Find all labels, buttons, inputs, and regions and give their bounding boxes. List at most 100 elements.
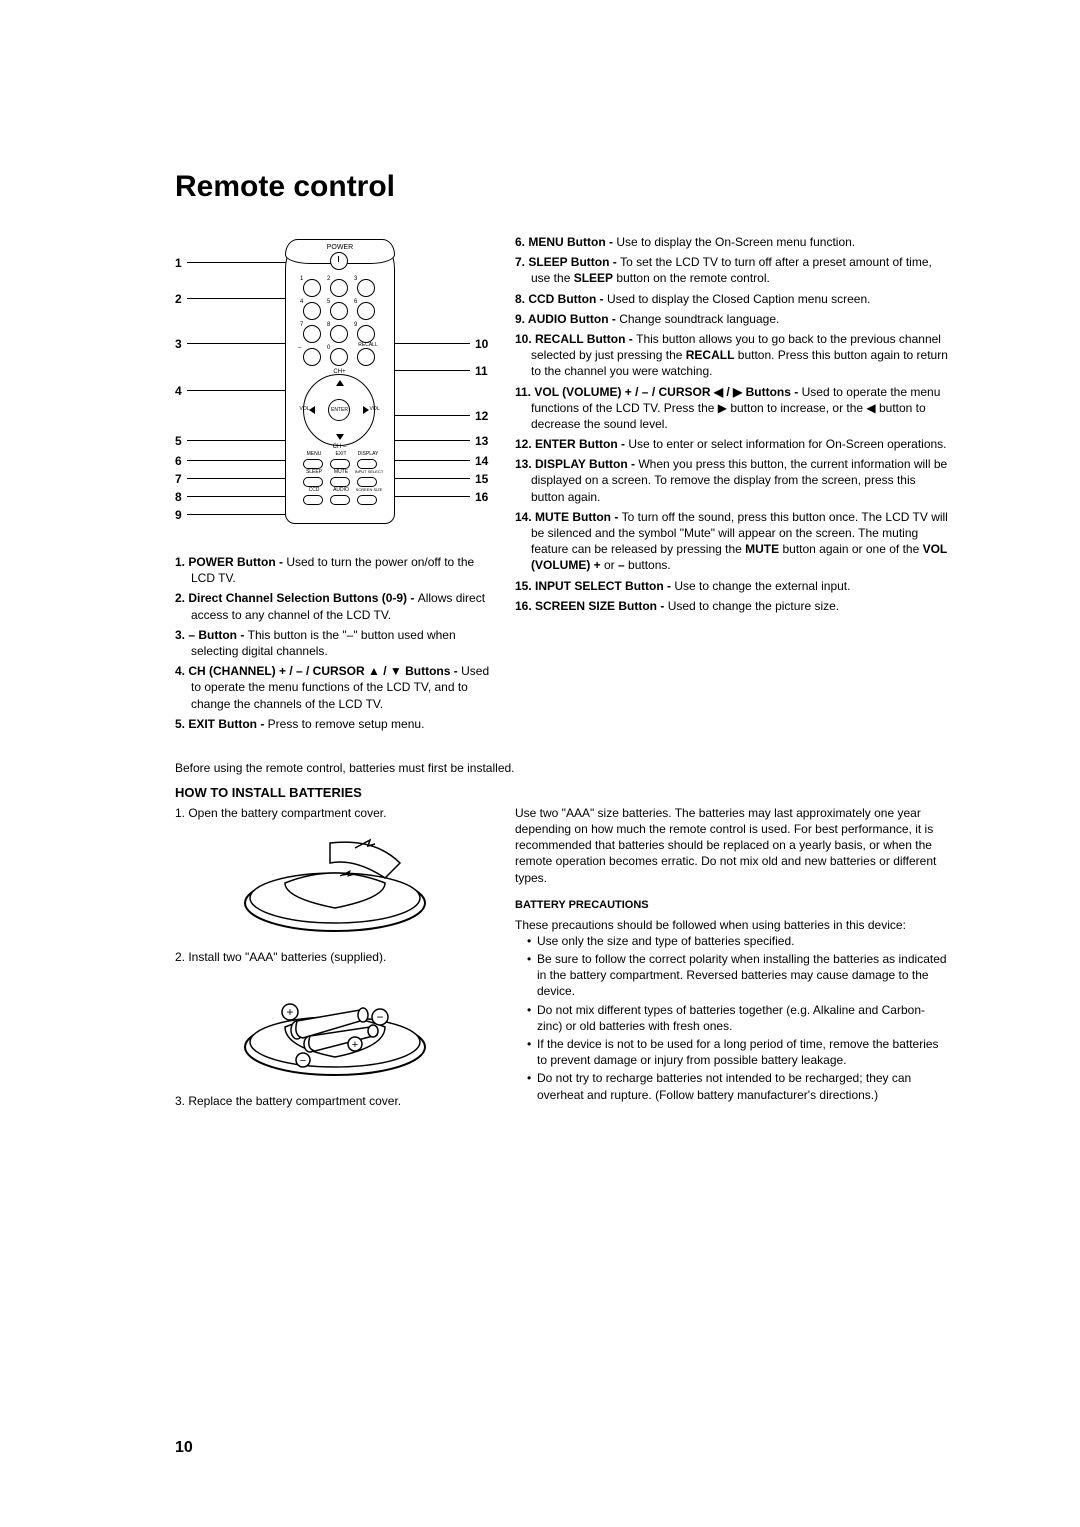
recall-label: RECALL bbox=[353, 342, 383, 348]
description-item: 12. ENTER Button - Use to enter or selec… bbox=[515, 436, 950, 452]
recall-button bbox=[357, 348, 375, 366]
precautions-intro: These precautions should be followed whe… bbox=[515, 917, 950, 933]
num-5 bbox=[330, 302, 348, 320]
exit-button bbox=[330, 459, 350, 469]
description-item: 6. MENU Button - Use to display the On-S… bbox=[515, 234, 950, 250]
callout-4: 4 bbox=[175, 384, 182, 398]
svg-text:−: − bbox=[300, 1055, 306, 1067]
callout-7: 7 bbox=[175, 472, 182, 486]
num-6 bbox=[357, 302, 375, 320]
description-item: 9. AUDIO Button - Change soundtrack lang… bbox=[515, 311, 950, 327]
display-button bbox=[357, 459, 377, 469]
callout-14: 14 bbox=[475, 454, 488, 468]
precautions-list: Use only the size and type of batteries … bbox=[515, 933, 950, 1103]
callout-3: 3 bbox=[175, 337, 182, 351]
mute-label: MUTE bbox=[327, 469, 355, 475]
power-label: POWER bbox=[325, 244, 355, 251]
callout-6: 6 bbox=[175, 454, 182, 468]
description-item: 2. Direct Channel Selection Buttons (0-9… bbox=[175, 590, 495, 622]
description-item: 16. SCREEN SIZE Button - Used to change … bbox=[515, 598, 950, 614]
install-right-text: Use two "AAA" size batteries. The batter… bbox=[515, 805, 950, 886]
sleep-button bbox=[303, 477, 323, 487]
audio-button bbox=[330, 495, 350, 505]
install-step-3: 3. Replace the battery compartment cover… bbox=[175, 1094, 495, 1108]
descriptions-right-column: 6. MENU Button - Use to display the On-S… bbox=[515, 234, 950, 736]
precaution-item: Use only the size and type of batteries … bbox=[527, 933, 950, 949]
num-2 bbox=[330, 279, 348, 297]
chplus-label: CH+ bbox=[327, 369, 352, 375]
arrow-right-icon bbox=[363, 406, 369, 414]
svg-text:+: + bbox=[286, 1005, 293, 1019]
top-section: 1 2 3 4 5 6 7 8 9 10 11 12 13 14 15 16 bbox=[175, 234, 950, 736]
description-item: 5. EXIT Button - Press to remove setup m… bbox=[175, 716, 495, 732]
install-left-column: HOW TO INSTALL BATTERIES 1. Open the bat… bbox=[175, 785, 495, 1116]
input-label: INPUT SELECT bbox=[352, 469, 386, 474]
vol-plus-label: VOL bbox=[367, 406, 382, 412]
install-right-column: Use two "AAA" size batteries. The batter… bbox=[515, 785, 950, 1116]
description-item: 13. DISPLAY Button - When you press this… bbox=[515, 456, 950, 505]
callout-5: 5 bbox=[175, 434, 182, 448]
num-8 bbox=[330, 325, 348, 343]
install-step-1: 1. Open the battery compartment cover. bbox=[175, 806, 495, 820]
remote-diagram-column: 1 2 3 4 5 6 7 8 9 10 11 12 13 14 15 16 bbox=[175, 234, 495, 736]
remote-diagram: 1 2 3 4 5 6 7 8 9 10 11 12 13 14 15 16 bbox=[175, 234, 495, 534]
page-number: 10 bbox=[175, 1439, 193, 1457]
svg-text:+: + bbox=[352, 1039, 358, 1051]
ccd-button bbox=[303, 495, 323, 505]
install-title: HOW TO INSTALL BATTERIES bbox=[175, 785, 495, 800]
svg-text:−: − bbox=[376, 1010, 383, 1024]
num-3 bbox=[357, 279, 375, 297]
screen-button bbox=[357, 495, 377, 505]
menu-button bbox=[303, 459, 323, 469]
menu-label: MENU bbox=[300, 451, 328, 457]
description-item: 8. CCD Button - Used to display the Clos… bbox=[515, 291, 950, 307]
illustration-open-cover bbox=[235, 828, 435, 938]
num-7 bbox=[303, 325, 321, 343]
num-4 bbox=[303, 302, 321, 320]
precaution-item: If the device is not to be used for a lo… bbox=[527, 1036, 950, 1068]
callout-15: 15 bbox=[475, 472, 488, 486]
description-item: 1. POWER Button - Used to turn the power… bbox=[175, 554, 495, 586]
arrow-left-icon bbox=[309, 406, 315, 414]
num-9 bbox=[357, 325, 375, 343]
precaution-item: Do not mix different types of batteries … bbox=[527, 1002, 950, 1034]
sleep-label: SLEEP bbox=[300, 469, 328, 475]
precaution-item: Be sure to follow the correct polarity w… bbox=[527, 951, 950, 1000]
before-using-text: Before using the remote control, batteri… bbox=[175, 761, 950, 775]
description-item: 7. SLEEP Button - To set the LCD TV to t… bbox=[515, 254, 950, 286]
description-item: 4. CH (CHANNEL) + / – / CURSOR ▲ / ▼ But… bbox=[175, 663, 495, 712]
callout-11: 11 bbox=[475, 364, 488, 378]
exit-label: EXIT bbox=[327, 451, 355, 457]
mute-button bbox=[330, 477, 350, 487]
input-button bbox=[357, 477, 377, 487]
callout-10: 10 bbox=[475, 337, 488, 351]
page-title: Remote control bbox=[175, 170, 950, 204]
ccd-label: CCD bbox=[300, 487, 328, 493]
callout-9: 9 bbox=[175, 508, 182, 522]
num-1 bbox=[303, 279, 321, 297]
num-0 bbox=[330, 348, 348, 366]
descriptions-left: 1. POWER Button - Used to turn the power… bbox=[175, 554, 495, 732]
description-item: 11. VOL (VOLUME) + / – / CURSOR ◀ / ▶ Bu… bbox=[515, 384, 950, 433]
description-item: 14. MUTE Button - To turn off the sound,… bbox=[515, 509, 950, 574]
chminus-label: CH – bbox=[327, 444, 352, 450]
callout-12: 12 bbox=[475, 409, 488, 423]
description-item: 3. – Button - This button is the "–" but… bbox=[175, 627, 495, 659]
callout-1: 1 bbox=[175, 256, 182, 270]
display-label: DISPLAY bbox=[353, 451, 383, 457]
precautions-title: BATTERY PRECAUTIONS bbox=[515, 898, 950, 913]
callout-13: 13 bbox=[475, 434, 488, 448]
arrow-down-icon bbox=[336, 434, 344, 440]
install-section: HOW TO INSTALL BATTERIES 1. Open the bat… bbox=[175, 785, 950, 1116]
description-item: 10. RECALL Button - This button allows y… bbox=[515, 331, 950, 380]
description-item: 15. INPUT SELECT Button - Use to change … bbox=[515, 578, 950, 594]
arrow-up-icon bbox=[336, 380, 344, 386]
install-step-2: 2. Install two "AAA" batteries (supplied… bbox=[175, 950, 495, 964]
audio-label: AUDIO bbox=[327, 487, 355, 493]
callout-8: 8 bbox=[175, 490, 182, 504]
callout-2: 2 bbox=[175, 292, 182, 306]
enter-label: ENTER bbox=[327, 407, 352, 413]
minus-button bbox=[303, 348, 321, 366]
callout-16: 16 bbox=[475, 490, 488, 504]
power-button-icon bbox=[330, 252, 348, 270]
